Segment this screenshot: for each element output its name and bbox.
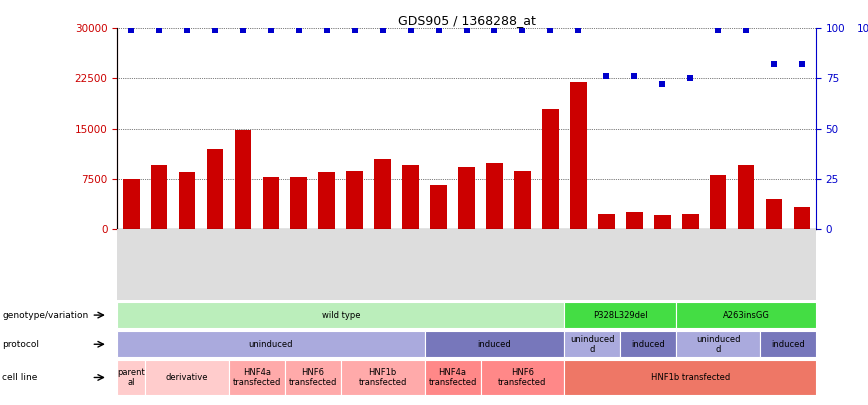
Bar [681, 214, 699, 229]
Point [795, 61, 809, 68]
Bar [207, 149, 223, 229]
Point [404, 27, 418, 34]
Point [264, 27, 278, 34]
Bar [285, 360, 341, 394]
Text: cell line: cell line [3, 373, 37, 382]
Bar [145, 360, 229, 394]
Bar [621, 331, 676, 358]
Text: parent
al: parent al [117, 368, 145, 387]
Bar [424, 360, 481, 394]
Bar [766, 199, 782, 229]
Bar [374, 159, 391, 229]
Text: uninduced
d: uninduced d [570, 335, 615, 354]
Text: genotype/variation: genotype/variation [3, 311, 89, 320]
Title: GDS905 / 1368288_at: GDS905 / 1368288_at [398, 14, 536, 27]
Bar [424, 331, 564, 358]
Point [460, 27, 474, 34]
Bar [117, 331, 424, 358]
Text: HNF6
transfected: HNF6 transfected [498, 368, 547, 387]
Bar [229, 360, 285, 394]
Bar [564, 331, 621, 358]
Point [181, 27, 194, 34]
Bar [486, 163, 503, 229]
Bar [234, 130, 252, 229]
Bar [760, 331, 816, 358]
Point [655, 81, 669, 88]
Text: HNF4a
transfected: HNF4a transfected [233, 368, 281, 387]
Text: wild type: wild type [321, 311, 360, 320]
Point [152, 27, 166, 34]
Bar [262, 177, 279, 229]
Point [236, 27, 250, 34]
Point [543, 27, 557, 34]
Text: induced: induced [631, 340, 665, 349]
Text: A263insGG: A263insGG [722, 311, 770, 320]
Text: protocol: protocol [3, 340, 39, 349]
Point [767, 61, 781, 68]
Y-axis label: 100%: 100% [857, 24, 868, 34]
Bar [319, 172, 335, 229]
Bar [117, 360, 145, 394]
Text: P328L329del: P328L329del [593, 311, 648, 320]
Bar [564, 302, 676, 328]
Text: uninduced
d: uninduced d [696, 335, 740, 354]
Text: HNF4a
transfected: HNF4a transfected [429, 368, 477, 387]
Text: HNF6
transfected: HNF6 transfected [289, 368, 337, 387]
Bar [291, 177, 307, 229]
Bar [710, 175, 727, 229]
Bar [402, 165, 419, 229]
Bar [122, 179, 140, 229]
Text: induced: induced [477, 340, 511, 349]
Text: HNF1b transfected: HNF1b transfected [650, 373, 730, 382]
Point [683, 75, 697, 82]
Point [431, 27, 445, 34]
Point [488, 27, 502, 34]
Bar [654, 215, 671, 229]
Text: uninduced: uninduced [248, 340, 293, 349]
Bar [431, 185, 447, 229]
Point [599, 73, 613, 80]
Bar [514, 171, 531, 229]
Point [348, 27, 362, 34]
Point [740, 27, 753, 34]
Point [208, 27, 222, 34]
Bar [179, 172, 195, 229]
Bar [570, 82, 587, 229]
Bar [793, 207, 811, 229]
Bar [151, 165, 168, 229]
Text: derivative: derivative [166, 373, 208, 382]
Point [711, 27, 725, 34]
Point [319, 27, 333, 34]
Point [124, 27, 138, 34]
Point [516, 27, 529, 34]
Bar [676, 302, 816, 328]
Bar [676, 331, 760, 358]
Bar [346, 171, 363, 229]
Bar [626, 212, 642, 229]
Bar [117, 302, 564, 328]
Bar [542, 109, 559, 229]
Point [292, 27, 306, 34]
Bar [341, 360, 424, 394]
Text: HNF1b
transfected: HNF1b transfected [358, 368, 407, 387]
Point [628, 73, 641, 80]
Point [571, 27, 585, 34]
Bar [738, 165, 754, 229]
Text: induced: induced [771, 340, 805, 349]
Point [376, 27, 390, 34]
Bar [564, 360, 816, 394]
Bar [481, 360, 564, 394]
Bar [598, 214, 615, 229]
Bar [458, 167, 475, 229]
